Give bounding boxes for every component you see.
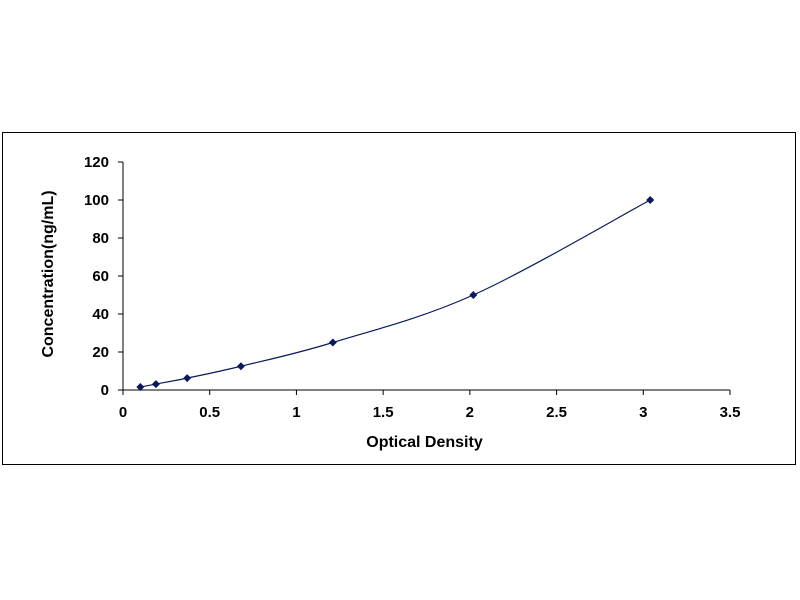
x-tick-label: 1 [292, 404, 300, 421]
y-tick-label: 120 [84, 154, 109, 171]
data-point-marker [236, 362, 245, 371]
x-axis-title: Optical Density [366, 434, 483, 451]
data-point-marker [328, 338, 337, 347]
x-tick-label: 3.5 [720, 404, 741, 421]
x-tick-label: 0 [119, 404, 127, 421]
axes [118, 161, 731, 395]
y-tick-label: 20 [92, 344, 109, 361]
tick-labels: 0 0.5 1 1.5 2 2.5 3 3.5 0 20 40 60 80 100 120 [84, 154, 740, 421]
data-point-marker [136, 383, 145, 392]
y-axis-title: Concentration(ng/mL) [40, 190, 57, 357]
data-point-marker [469, 291, 478, 299]
x-tick-label: 2.5 [546, 404, 567, 421]
x-tick-label: 1.5 [373, 404, 394, 421]
chart-frame [2, 132, 796, 465]
data-point-marker [646, 196, 655, 204]
data-point-marker [183, 374, 192, 383]
y-tick-label: 100 [84, 192, 109, 209]
y-tick-label: 60 [92, 268, 109, 285]
y-tick-label: 0 [101, 382, 109, 399]
y-tick-label: 40 [92, 306, 109, 323]
x-tick-label: 2 [466, 404, 474, 421]
fit-curve-line [140, 199, 651, 388]
data-points [136, 196, 655, 392]
x-tick-label: 0.5 [199, 404, 220, 421]
x-tick-label: 3 [639, 404, 647, 421]
y-tick-label: 80 [92, 230, 109, 247]
data-point-marker [151, 380, 160, 389]
